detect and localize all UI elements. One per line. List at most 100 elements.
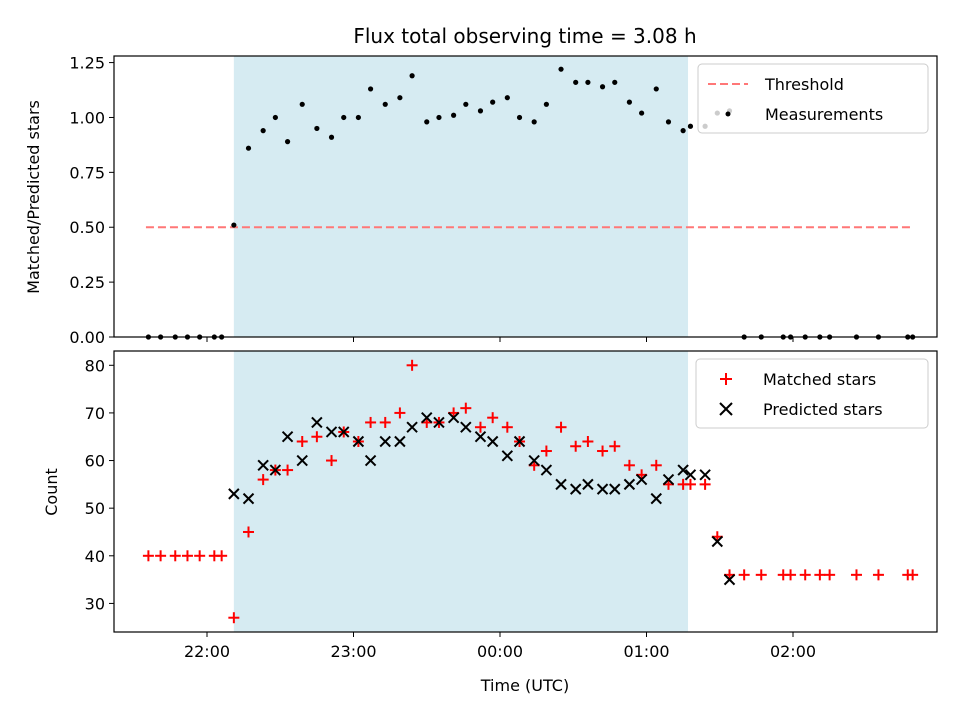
y-tick-label: 0.00 xyxy=(69,328,105,347)
measurement-point xyxy=(463,101,469,107)
predicted-star-point xyxy=(650,492,662,505)
measurement-point xyxy=(272,114,278,121)
predicted-star-point xyxy=(257,459,269,472)
measurement-point xyxy=(231,222,237,228)
matched-star-point xyxy=(699,478,711,490)
matched-star-point xyxy=(555,421,567,433)
predicted-star-point xyxy=(684,469,697,481)
matched-legend-label: Matched stars xyxy=(763,370,876,389)
matched-star-point xyxy=(282,464,294,476)
predicted-star-point xyxy=(635,473,648,486)
predicted-star-point xyxy=(501,450,514,462)
measurement-point xyxy=(260,128,266,134)
matched-star-point xyxy=(194,550,206,562)
matched-star-point xyxy=(257,474,269,486)
top-axes: 0.00 0.25 0.50 0.75 1.00 1.25 xyxy=(69,54,938,347)
measurement-point xyxy=(639,110,645,116)
predicted-star-point xyxy=(421,411,433,424)
predicted-star-point xyxy=(281,431,294,443)
matched-star-point xyxy=(850,569,862,581)
matched-star-point xyxy=(155,550,167,562)
measurement-point xyxy=(436,114,442,121)
y-tick-label: 80 xyxy=(85,356,105,375)
predicted-star-point xyxy=(352,435,365,448)
measurement-point xyxy=(585,79,591,85)
measurement-point xyxy=(612,79,618,85)
measurement-point xyxy=(558,66,564,72)
y-tick-label: 0.50 xyxy=(69,218,105,237)
predicted-star-point xyxy=(662,473,675,486)
x-axis-label: Time (UTC) xyxy=(480,676,569,695)
matched-star-point xyxy=(814,569,826,581)
measurement-point xyxy=(573,79,579,85)
predicted-star-point xyxy=(677,464,689,476)
bottom-axes: 30 40 50 60 70 80 22:00 23:00 00:00 01:00 02:00 xyxy=(85,350,938,661)
matched-star-point xyxy=(738,569,750,581)
x-tick-label: 00:00 xyxy=(477,642,523,661)
top-legend-box xyxy=(697,63,929,134)
matched-star-point xyxy=(540,445,552,457)
y-tick-label: 1.25 xyxy=(69,54,105,73)
x-tick-label: 02:00 xyxy=(770,642,816,661)
observing-window xyxy=(233,56,689,337)
plot-frame xyxy=(113,350,938,633)
measurement-point xyxy=(382,101,388,107)
y-tick-label: 0.25 xyxy=(69,273,105,292)
matched-star-point xyxy=(872,569,884,581)
matched-star-point xyxy=(365,416,377,428)
matched-star-point xyxy=(570,440,582,452)
chart-title: Flux total observing time = 3.08 h xyxy=(353,24,696,48)
measurement-point xyxy=(477,108,484,114)
predicted-star-point xyxy=(433,416,445,429)
measurement-point xyxy=(397,95,403,101)
predicted-star-point xyxy=(338,426,350,438)
x-tick-label: 01:00 xyxy=(623,642,669,661)
bottom-y-axis-label: Count xyxy=(42,468,61,516)
measurement-point xyxy=(451,112,457,118)
matched-star-point xyxy=(296,435,308,447)
measurement-point xyxy=(314,125,320,132)
y-tick-label: 40 xyxy=(85,547,105,566)
predicted-star-point xyxy=(569,483,582,495)
predicted-star-point xyxy=(528,454,540,467)
matched-star-point xyxy=(216,550,228,562)
measurement-point xyxy=(341,114,347,121)
top-legend: Threshold Measurements xyxy=(697,63,929,134)
matched-legend-swatch xyxy=(720,373,732,385)
predicted-star-point xyxy=(394,435,406,448)
predicted-star-point xyxy=(609,483,621,495)
matched-star-point xyxy=(785,569,797,581)
matched-star-point xyxy=(824,569,836,581)
predicted-star-point xyxy=(474,431,487,443)
predicted-star-point xyxy=(296,454,308,467)
measurement-point xyxy=(299,101,305,107)
matched-star-point xyxy=(228,612,240,624)
predicted-legend-label: Predicted stars xyxy=(763,400,883,419)
matched-star-point xyxy=(799,569,811,581)
matched-star-point xyxy=(684,478,696,490)
predicted-star-point xyxy=(513,435,526,448)
predicted-star-point xyxy=(269,464,282,476)
measurement-point xyxy=(245,145,252,151)
matched-star-point xyxy=(907,569,919,581)
y-tick-label: 30 xyxy=(85,594,105,613)
predicted-star-point xyxy=(406,421,418,433)
plot-frame xyxy=(113,55,938,338)
matched-star-point xyxy=(474,421,486,433)
bottom-observing-window-shade xyxy=(233,351,689,632)
bottom-legend-box xyxy=(695,358,929,429)
matched-star-point xyxy=(394,407,406,419)
predicted-star-point xyxy=(325,426,338,438)
predicted-star-point xyxy=(623,478,636,491)
matched-star-point xyxy=(501,421,513,433)
x-tick-label: 22:00 xyxy=(184,642,230,661)
y-tick-label: 70 xyxy=(85,404,105,423)
bottom-legend: Matched stars Predicted stars xyxy=(695,358,929,429)
measurement-point xyxy=(599,84,606,90)
measurement-point xyxy=(328,134,335,140)
matched-star-point xyxy=(755,569,767,581)
threshold-legend-label: Threshold xyxy=(764,75,844,94)
measurement-point xyxy=(531,119,537,125)
predicted-star-point xyxy=(540,464,553,476)
predicted-star-point xyxy=(228,488,240,500)
